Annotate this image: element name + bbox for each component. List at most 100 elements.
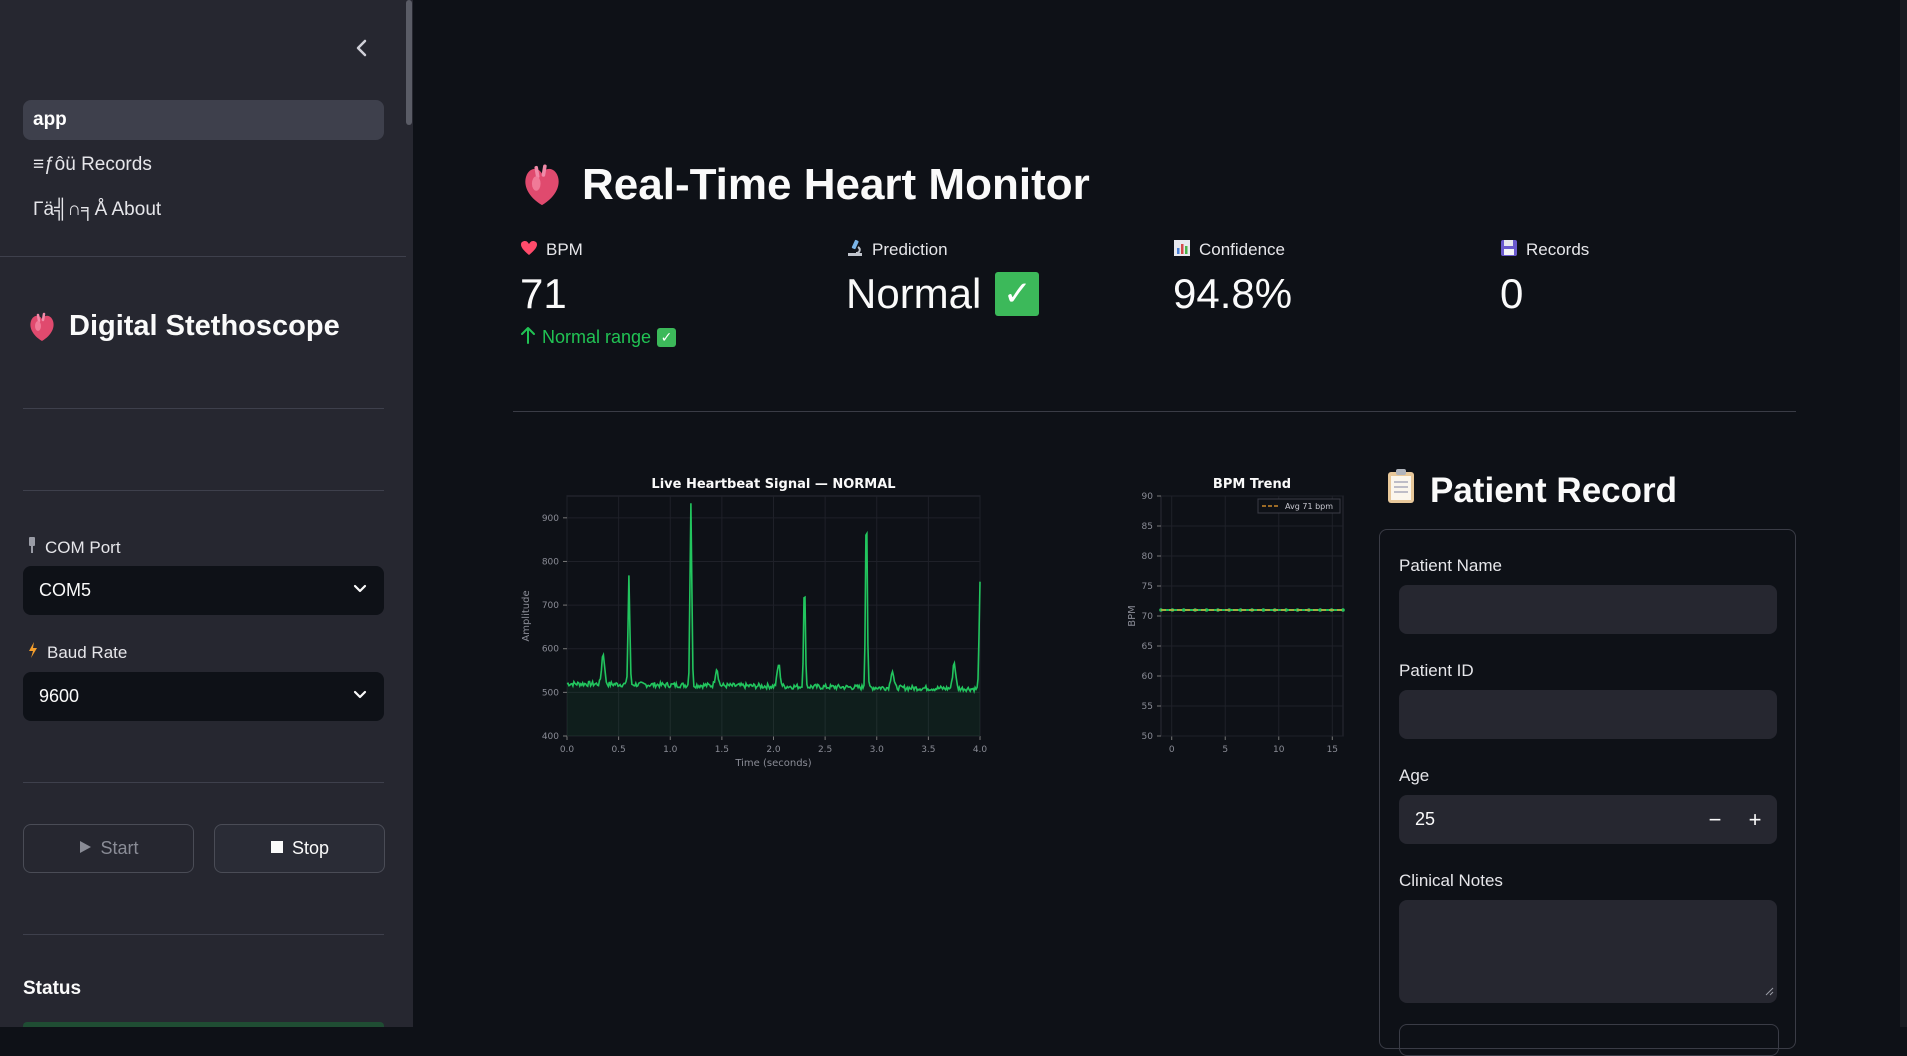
section-divider <box>23 934 384 935</box>
section-divider <box>23 782 384 783</box>
bar-chart-icon <box>1173 239 1191 262</box>
patient-id-label: Patient ID <box>1399 661 1474 681</box>
chart-title: Live Heartbeat Signal — NORMAL <box>651 477 895 492</box>
legend-label: Avg 71 bpm <box>1285 502 1333 511</box>
patient-name-input[interactable] <box>1399 585 1777 634</box>
com-port-select[interactable]: COM5 <box>23 566 384 615</box>
baud-rate-label: Baud Rate <box>27 641 127 664</box>
baud-rate-label-text: Baud Rate <box>47 643 127 663</box>
floppy-disk-icon <box>1500 239 1518 262</box>
nav-item-app[interactable]: app <box>23 100 384 140</box>
check-mark-icon: ✓ <box>995 272 1039 316</box>
stop-button-label: Stop <box>292 838 329 859</box>
x-tick-label: 3.0 <box>870 745 885 755</box>
baud-rate-select[interactable]: 9600 <box>23 672 384 721</box>
x-tick-label: 1.5 <box>715 745 729 755</box>
patient-form: Patient Name Patient ID Age 25 − + Clini… <box>1379 529 1796 1049</box>
y-tick-label: 500 <box>542 688 559 698</box>
y-tick-label: 70 <box>1142 612 1154 622</box>
x-tick-label: 2.5 <box>818 745 832 755</box>
x-tick-label: 0.0 <box>560 745 575 755</box>
submit-button-partial[interactable] <box>1399 1024 1779 1056</box>
metric-value: 0 <box>1500 270 1523 318</box>
status-indicator <box>23 1022 384 1027</box>
x-tick-label: 2.0 <box>766 745 781 755</box>
x-tick-label: 15 <box>1327 745 1338 755</box>
metric-label: Confidence <box>1199 240 1285 260</box>
chevron-down-icon <box>352 686 368 707</box>
play-icon <box>78 838 92 859</box>
metric-value: 94.8% <box>1173 270 1292 318</box>
metric-label: Prediction <box>872 240 948 260</box>
y-axis-label: Amplitude <box>521 590 532 641</box>
anatomical-heart-icon <box>520 162 564 208</box>
clipboard-icon <box>1386 468 1416 513</box>
anatomical-heart-icon <box>27 311 57 343</box>
nav-item-records[interactable]: ≡ƒôü Records <box>23 145 384 185</box>
x-tick-label: 4.0 <box>973 745 988 755</box>
age-number-input[interactable]: 25 − + <box>1399 795 1777 844</box>
patient-id-input[interactable] <box>1399 690 1777 739</box>
start-button[interactable]: Start <box>23 824 194 873</box>
patient-record-title: Patient Record <box>1386 468 1677 513</box>
baud-rate-value: 9600 <box>39 686 79 707</box>
nav-divider <box>0 256 406 257</box>
x-tick-label: 10 <box>1273 745 1285 755</box>
com-port-label: COM Port <box>27 536 121 559</box>
sidebar-title-text: Digital Stethoscope <box>69 310 340 343</box>
nav-item-about[interactable]: Γä╣∩╕Å About <box>23 190 384 230</box>
check-mark-icon: ✓ <box>657 328 676 347</box>
y-tick-label: 80 <box>1142 552 1154 562</box>
y-tick-label: 400 <box>542 732 559 742</box>
metric-value: 71 <box>520 270 567 318</box>
main-scrollbar[interactable] <box>1900 0 1907 1027</box>
y-tick-label: 75 <box>1142 582 1153 592</box>
stop-icon <box>270 838 284 859</box>
bpm-point <box>1262 608 1266 612</box>
y-axis-label: BPM <box>1127 605 1138 627</box>
microscope-icon <box>846 239 864 262</box>
live-signal-chart: Live Heartbeat Signal — NORMAL 0.0 0.5 1.0 1… <box>513 450 1103 825</box>
metric-delta: Normal range ✓ <box>520 326 676 349</box>
metric-records: Records 0 <box>1500 238 1589 318</box>
chart-title: BPM Trend <box>1213 477 1291 492</box>
x-tick-label: 0.5 <box>611 745 625 755</box>
decrement-button[interactable]: − <box>1697 795 1733 844</box>
metric-delta-text: Normal range <box>542 327 651 348</box>
y-tick-label: 55 <box>1142 702 1153 712</box>
age-value: 25 <box>1415 809 1435 830</box>
y-tick-label: 700 <box>542 601 559 611</box>
y-tick-label: 60 <box>1142 672 1154 682</box>
y-tick-label: 900 <box>542 514 559 524</box>
increment-button[interactable]: + <box>1737 795 1773 844</box>
chevron-down-icon <box>352 580 368 601</box>
x-axis-label: Time (seconds) <box>734 758 811 769</box>
heart-icon <box>520 240 538 261</box>
lightning-icon <box>27 641 39 664</box>
com-port-label-text: COM Port <box>45 538 121 558</box>
x-tick-label: 5 <box>1222 745 1228 755</box>
resize-handle-icon[interactable] <box>1764 980 1774 1001</box>
plug-icon <box>27 536 37 559</box>
nav-item-label: app <box>33 109 67 131</box>
clinical-notes-textarea[interactable] <box>1399 900 1777 1003</box>
sidebar-scrollbar[interactable] <box>406 0 412 125</box>
y-tick-label: 90 <box>1142 492 1154 502</box>
live-signal-svg: Live Heartbeat Signal — NORMAL 0.0 0.5 1.0 1… <box>513 450 1103 820</box>
y-tick-label: 600 <box>542 645 559 655</box>
com-port-value: COM5 <box>39 580 91 601</box>
metric-value: Normal <box>846 270 981 318</box>
y-tick-label: 65 <box>1142 642 1153 652</box>
metric-prediction: Prediction Normal ✓ <box>846 238 1039 318</box>
y-tick-label: 800 <box>542 557 559 567</box>
x-tick-label: 1.0 <box>663 745 678 755</box>
patient-name-label: Patient Name <box>1399 556 1502 576</box>
clinical-notes-label: Clinical Notes <box>1399 871 1503 891</box>
stop-button[interactable]: Stop <box>214 824 385 873</box>
patient-record-title-text: Patient Record <box>1430 471 1677 511</box>
page-title: Real-Time Heart Monitor <box>520 160 1090 210</box>
sidebar: app ≡ƒôü Records Γä╣∩╕Å About Digital St… <box>0 0 413 1027</box>
collapse-sidebar-icon[interactable] <box>349 35 375 61</box>
